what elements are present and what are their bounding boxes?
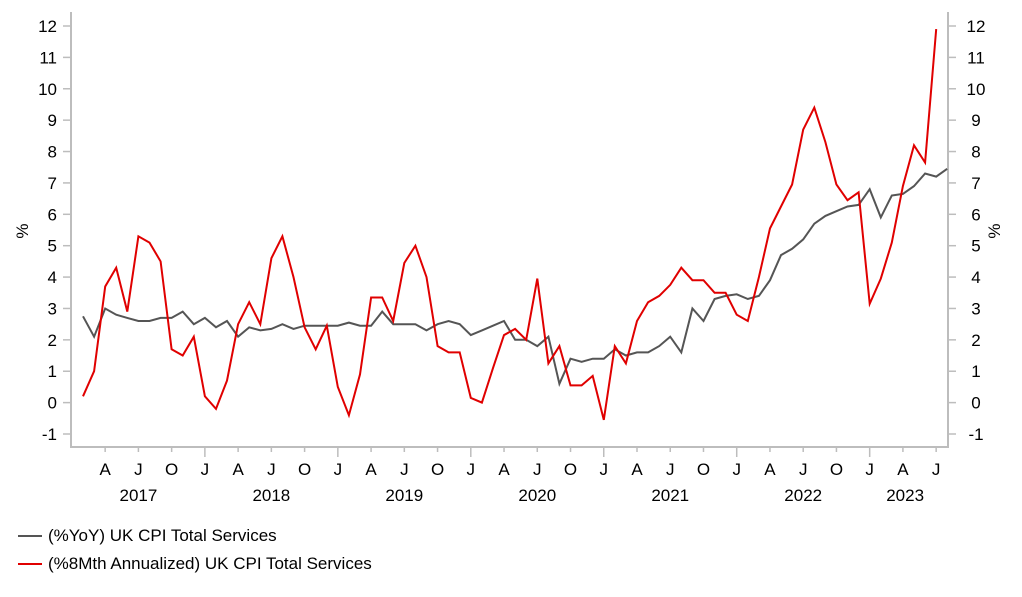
- x-tick-label: J: [666, 460, 675, 479]
- legend-item-annualized: (%8Mth Annualized) UK CPI Total Services: [18, 550, 372, 578]
- x-tick-label: J: [267, 460, 276, 479]
- y-axis-label-left: %: [13, 223, 32, 238]
- x-tick-label: O: [165, 460, 178, 479]
- y-tick-label-left: 9: [48, 111, 57, 130]
- y-tick-label-left: -1: [42, 425, 57, 444]
- y-tick-label-right: 0: [971, 394, 980, 413]
- legend-label-annualized: (%8Mth Annualized) UK CPI Total Services: [48, 554, 372, 573]
- y-tick-label-left: 0: [48, 394, 57, 413]
- y-tick-label-left: 6: [48, 205, 57, 224]
- x-tick-label: A: [365, 460, 377, 479]
- x-tick-label: A: [631, 460, 643, 479]
- x-tick-label: A: [99, 460, 111, 479]
- x-tick-label: J: [334, 460, 343, 479]
- y-tick-label-right: 11: [967, 48, 985, 67]
- legend-item-yoy: (%YoY) UK CPI Total Services: [18, 522, 372, 550]
- x-tick-label: J: [467, 460, 476, 479]
- y-tick-label-right: 3: [971, 299, 980, 318]
- x-tick-label: J: [600, 460, 609, 479]
- x-year-label: 2022: [784, 486, 822, 505]
- y-tick-label-right: 6: [971, 205, 980, 224]
- y-tick-label-right: 12: [967, 17, 986, 36]
- x-year-label: 2019: [385, 486, 423, 505]
- x-tick-label: O: [564, 460, 577, 479]
- y-axis-label-right: %: [985, 223, 1004, 238]
- y-tick-label-left: 5: [48, 237, 57, 256]
- x-tick-label: A: [232, 460, 244, 479]
- x-year-label: 2017: [119, 486, 157, 505]
- legend-swatch-annualized: [18, 563, 42, 565]
- x-tick-label: J: [134, 460, 143, 479]
- y-tick-label-left: 10: [38, 80, 57, 99]
- x-tick-label: O: [830, 460, 843, 479]
- x-tick-label: O: [298, 460, 311, 479]
- x-tick-label: J: [201, 460, 210, 479]
- y-tick-label-right: 9: [971, 111, 980, 130]
- x-tick-label: A: [897, 460, 909, 479]
- x-tick-label: J: [400, 460, 409, 479]
- x-tick-label: O: [697, 460, 710, 479]
- y-tick-label-left: 11: [39, 48, 57, 67]
- y-tick-label-right: 4: [971, 268, 980, 287]
- y-tick-label-left: 1: [48, 362, 57, 381]
- y-tick-label-right: -1: [968, 425, 983, 444]
- x-tick-label: J: [732, 460, 741, 479]
- y-tick-label-right: 7: [971, 174, 980, 193]
- x-year-label: 2018: [252, 486, 290, 505]
- y-tick-label-left: 12: [38, 17, 57, 36]
- y-tick-label-right: 1: [971, 362, 980, 381]
- x-tick-label: O: [431, 460, 444, 479]
- legend: (%YoY) UK CPI Total Services (%8Mth Annu…: [18, 522, 372, 578]
- series-line-yoy: [82, 167, 948, 387]
- x-axis: A J O J A J O J A J O J A J O J A J O J A J O J A J 2017 2018 2019 20…: [70, 12, 949, 505]
- x-year-label: 2020: [518, 486, 556, 505]
- x-tick-label: A: [764, 460, 776, 479]
- series-layer: [82, 29, 948, 421]
- x-tick-label: A: [498, 460, 510, 479]
- y-tick-label-left: 2: [48, 331, 57, 350]
- y-tick-label-right: 10: [967, 80, 986, 99]
- y-tick-label-left: 7: [48, 174, 57, 193]
- x-tick-label: J: [865, 460, 874, 479]
- y-tick-label-right: 8: [971, 143, 980, 162]
- x-tick-label: J: [533, 460, 542, 479]
- y-tick-label-right: 2: [971, 331, 980, 350]
- x-tick-label: J: [932, 460, 941, 479]
- y-tick-label-left: 8: [48, 143, 57, 162]
- y-tick-label-left: 3: [48, 299, 57, 318]
- legend-swatch-yoy: [18, 535, 42, 537]
- x-tick-label: J: [799, 460, 808, 479]
- legend-label-yoy: (%YoY) UK CPI Total Services: [48, 526, 277, 545]
- plot-frame: [70, 12, 949, 448]
- x-year-label: 2023: [886, 486, 924, 505]
- y-tick-label-right: 5: [971, 237, 980, 256]
- series-line-annualized: [82, 29, 938, 421]
- y-tick-label-left: 4: [48, 268, 57, 287]
- x-year-label: 2021: [651, 486, 689, 505]
